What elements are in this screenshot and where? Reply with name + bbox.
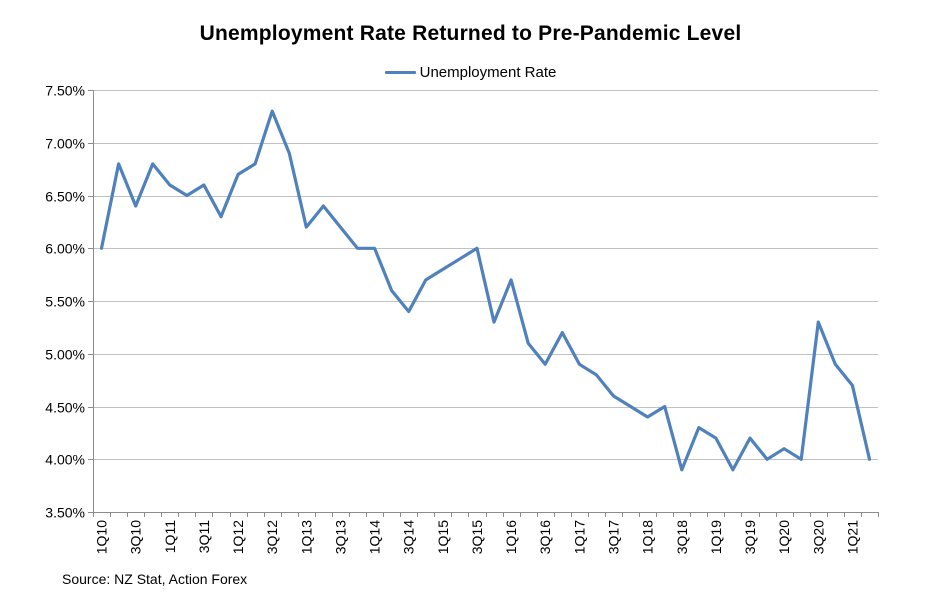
x-tick-label: 1Q10 — [94, 520, 110, 554]
unemployment-rate-line — [99, 109, 872, 472]
x-tick-label: 1Q12 — [230, 520, 246, 554]
x-tick-label: 1Q20 — [776, 520, 792, 554]
x-tick-label: 1Q18 — [640, 520, 656, 554]
y-tick-label: 7.50% — [45, 83, 85, 99]
y-tick-label: 7.00% — [45, 136, 85, 152]
y-tick-label: 4.00% — [45, 452, 85, 468]
x-tick-label: 1Q16 — [503, 520, 519, 554]
x-tick-label: 1Q11 — [162, 520, 178, 553]
x-tick-label: 3Q17 — [605, 520, 621, 554]
legend: Unemployment Rate — [0, 64, 941, 81]
chart-title: Unemployment Rate Returned to Pre-Pandem… — [199, 22, 742, 45]
legend-label: Unemployment Rate — [419, 64, 557, 81]
x-tick-label: 3Q12 — [264, 520, 280, 554]
y-tick-label: 4.50% — [45, 400, 85, 416]
y-tick-label: 3.50% — [45, 505, 85, 521]
x-tick-label: 3Q16 — [537, 520, 553, 554]
x-tick-label: 1Q14 — [367, 520, 383, 554]
x-tick-label: 3Q11 — [196, 520, 212, 553]
x-tick-label: 3Q19 — [742, 520, 758, 554]
x-tick-label: 3Q20 — [810, 520, 826, 554]
x-tick-label: 1Q17 — [571, 520, 587, 554]
x-tick-label: 1Q15 — [435, 520, 451, 554]
source-note: Source: NZ Stat, Action Forex — [62, 571, 248, 587]
legend-line-swatch — [384, 71, 416, 74]
x-tick-label: 1Q19 — [708, 520, 724, 554]
x-tick-label: 3Q13 — [332, 520, 348, 554]
y-tick-label: 6.50% — [45, 189, 85, 205]
x-tick-label: 1Q21 — [844, 520, 860, 554]
x-tick-label: 1Q13 — [298, 520, 314, 554]
y-tick-label: 6.00% — [45, 241, 85, 257]
y-tick-label: 5.50% — [45, 294, 85, 310]
y-tick-label: 5.00% — [45, 347, 85, 363]
x-tick-label: 3Q14 — [401, 520, 417, 554]
x-tick-label: 3Q15 — [469, 520, 485, 554]
x-tick-label: 3Q10 — [128, 520, 144, 554]
x-tick-label: 3Q18 — [674, 520, 690, 554]
